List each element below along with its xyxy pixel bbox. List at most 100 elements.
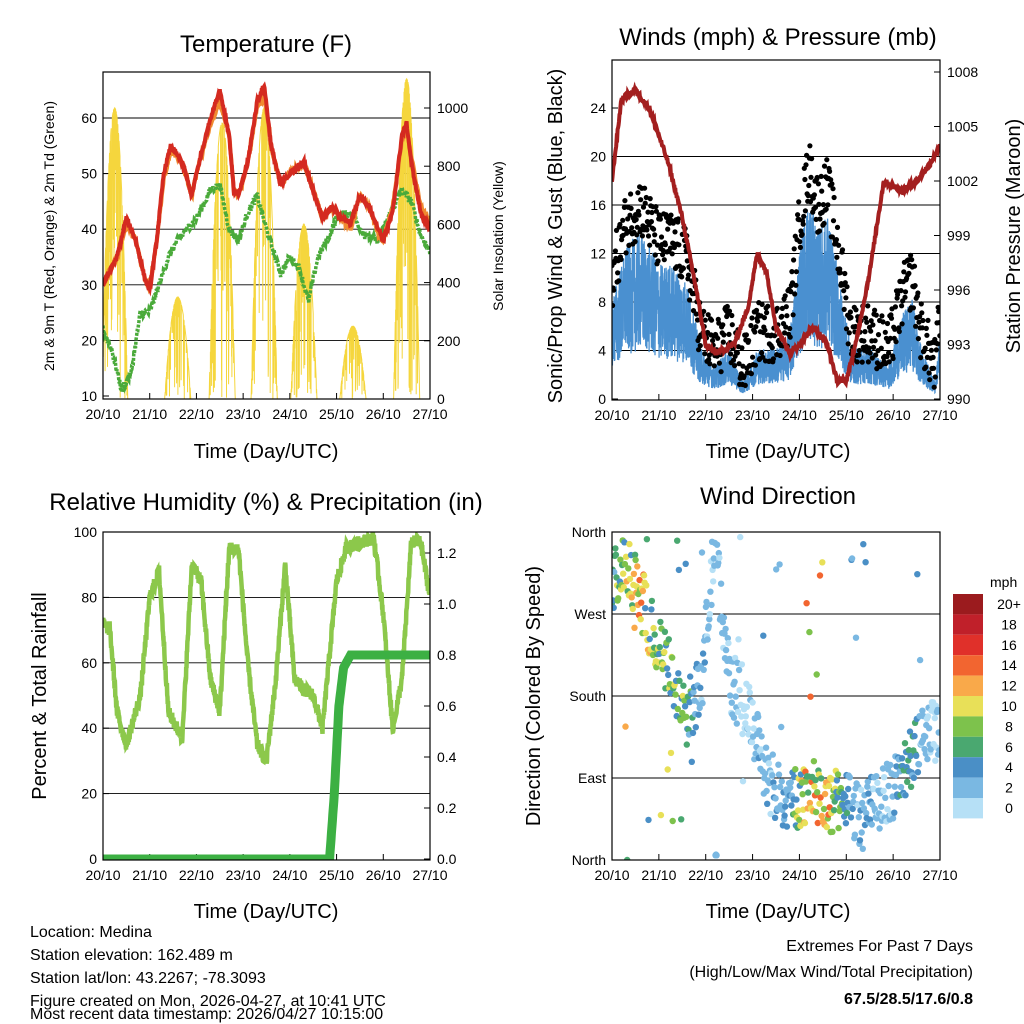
- direction-point: [639, 587, 647, 595]
- gust-point: [836, 242, 842, 248]
- direction-point: [675, 566, 683, 574]
- gust-point: [752, 362, 759, 368]
- colorbar-label: 2: [1005, 780, 1013, 796]
- gust-point: [902, 294, 908, 300]
- direction-point: [706, 611, 713, 618]
- direction-point: [911, 732, 918, 740]
- direction-point: [683, 713, 690, 720]
- humidity-ytick-label: 20: [81, 786, 97, 802]
- direction-point: [669, 654, 676, 661]
- direction-point: [868, 821, 875, 828]
- gust-point: [634, 224, 640, 230]
- gust-point: [792, 291, 798, 297]
- direction-point: [778, 723, 785, 731]
- humidity-ytick-label: 0: [89, 851, 97, 867]
- direction-point: [936, 751, 940, 758]
- direction-point: [880, 774, 888, 781]
- gust-point: [753, 324, 759, 330]
- gust-point: [635, 190, 641, 196]
- gust-point: [819, 188, 825, 194]
- gust-point: [759, 350, 765, 356]
- gust-point: [919, 325, 926, 331]
- direction-point: [637, 616, 644, 623]
- gust-point: [633, 216, 639, 223]
- gust-point: [653, 204, 659, 210]
- gust-point: [660, 247, 666, 254]
- direction-points: [612, 533, 940, 860]
- direction-point: [642, 629, 649, 637]
- direction-point: [781, 812, 788, 819]
- direction-point: [726, 692, 734, 699]
- direction-xtick-label: 20/10: [594, 867, 629, 883]
- direction-point: [855, 814, 862, 821]
- direction-point: [934, 706, 940, 714]
- gust-point: [919, 310, 925, 316]
- direction-point: [640, 572, 648, 579]
- direction-point: [625, 565, 632, 572]
- direction-point: [663, 665, 671, 672]
- humidity-xtick-label: 25/10: [319, 867, 354, 883]
- direction-point: [699, 650, 707, 657]
- gust-point: [880, 319, 886, 325]
- gust-point: [655, 258, 661, 264]
- direction-point: [811, 783, 818, 790]
- gust-point: [746, 338, 752, 344]
- gust-point: [718, 369, 724, 375]
- gust-point: [693, 311, 699, 317]
- gust-point: [926, 370, 932, 376]
- gust-point: [827, 168, 833, 174]
- direction-point: [708, 601, 715, 609]
- temperature-xtick-label: 22/10: [179, 406, 214, 422]
- direction-point: [720, 614, 728, 621]
- gust-point: [869, 355, 875, 361]
- direction-point: [856, 837, 864, 844]
- gust-point: [843, 295, 849, 301]
- gust-point: [760, 354, 766, 360]
- direction-point: [828, 776, 836, 783]
- gust-point: [807, 199, 814, 205]
- winds-ytick-label: 12: [590, 246, 606, 262]
- direction-point: [688, 758, 695, 765]
- direction-point: [704, 636, 711, 643]
- gust-point: [820, 202, 827, 208]
- gust-point: [729, 322, 735, 328]
- direction-point: [710, 555, 717, 562]
- winds-xlabel: Time (Day/UTC): [706, 441, 851, 463]
- gust-point: [769, 345, 775, 351]
- direction-point: [648, 597, 656, 605]
- gust-point: [742, 382, 748, 388]
- gust-point: [743, 332, 750, 338]
- gust-point: [884, 320, 891, 327]
- direction-point: [710, 578, 717, 585]
- direction-point: [907, 752, 914, 760]
- gust-point: [753, 307, 760, 313]
- direction-point: [692, 724, 699, 731]
- gust-point: [875, 332, 882, 338]
- gust-point: [783, 304, 789, 310]
- gust-point: [842, 270, 848, 277]
- gust-point: [797, 244, 804, 250]
- gust-point: [861, 338, 867, 344]
- colorbar-title: mph: [990, 574, 1017, 590]
- colorbar-label: 20+: [997, 596, 1021, 612]
- gust-point: [923, 325, 929, 331]
- gust-point: [672, 229, 678, 235]
- gust-point: [791, 257, 797, 263]
- direction-point: [793, 796, 800, 803]
- precipitation-line-group: [103, 650, 430, 860]
- direction-point: [713, 541, 721, 548]
- gust-point: [868, 318, 874, 324]
- gust-point: [912, 283, 918, 289]
- gust-point: [915, 290, 921, 296]
- direction-point: [695, 711, 702, 718]
- gust-point: [628, 205, 634, 211]
- direction-point: [866, 816, 874, 823]
- direction-point: [661, 648, 668, 656]
- direction-point: [717, 580, 725, 587]
- gust-point: [749, 315, 755, 321]
- gust-point: [910, 305, 917, 311]
- direction-point: [834, 771, 842, 778]
- gust-point: [784, 313, 790, 319]
- gust-point: [653, 208, 660, 214]
- direction-point: [702, 603, 710, 611]
